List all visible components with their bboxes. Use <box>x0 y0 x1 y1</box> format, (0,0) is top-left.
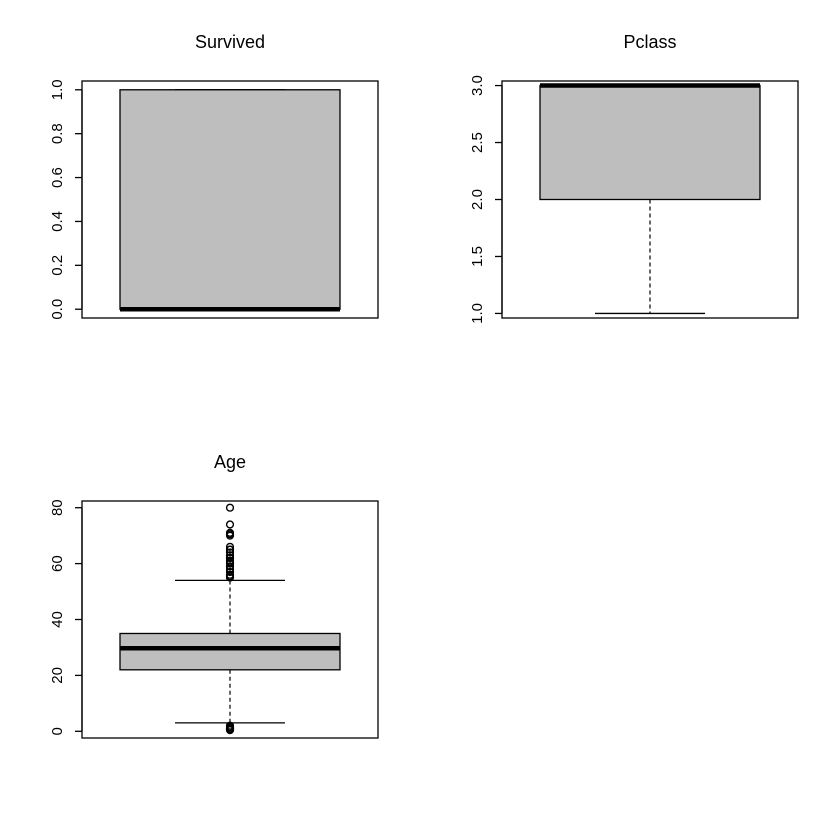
outlier-point <box>225 553 235 563</box>
outlier-point <box>225 573 235 582</box>
y-tick-label: 0.2 <box>49 255 66 276</box>
y-tick-label: 3.0 <box>469 75 486 96</box>
outlier-point <box>225 531 235 540</box>
outlier-point <box>225 545 235 554</box>
box-iqr <box>539 84 761 201</box>
y-tick-label: 1.5 <box>469 246 486 267</box>
boxplot-panel-2: Pclass 1.0 1.5 2.0 2.5 3.0 <box>469 32 799 324</box>
y-tick-label: 80 <box>49 499 66 516</box>
panel-title: Survived <box>195 32 265 52</box>
outlier-point <box>225 503 235 512</box>
y-tick-label: 0.0 <box>49 299 66 320</box>
boxplot-panel-1: Survived 0.0 0.2 0.4 0.6 0.8 1.0 <box>49 32 379 320</box>
y-tick-label: 0.4 <box>49 211 66 232</box>
y-tick-label: 2.5 <box>469 132 486 153</box>
outlier-point <box>225 559 235 568</box>
outlier-point <box>225 548 235 557</box>
y-tick-label: 0 <box>49 727 66 735</box>
y-tick-label: 40 <box>49 611 66 628</box>
y-tick-label: 60 <box>49 555 66 572</box>
outlier-point <box>225 542 235 551</box>
outlier-point <box>225 520 235 529</box>
y-tick-label: 1.0 <box>49 79 66 100</box>
box-iqr <box>119 632 341 671</box>
y-tick-label: 0.8 <box>49 123 66 144</box>
panel-title: Age <box>214 452 246 472</box>
y-tick-label: 1.0 <box>469 303 486 324</box>
box-iqr <box>119 89 341 310</box>
panel-title: Pclass <box>623 32 676 52</box>
outlier-point <box>225 567 235 577</box>
y-tick-label: 0.6 <box>49 167 66 188</box>
outlier-point <box>225 726 235 735</box>
boxplot-panel-3: Age 0 20 40 60 80 <box>49 452 379 739</box>
outlier-point <box>225 562 235 571</box>
y-tick-label: 20 <box>49 667 66 684</box>
y-tick-label: 2.0 <box>469 189 486 210</box>
